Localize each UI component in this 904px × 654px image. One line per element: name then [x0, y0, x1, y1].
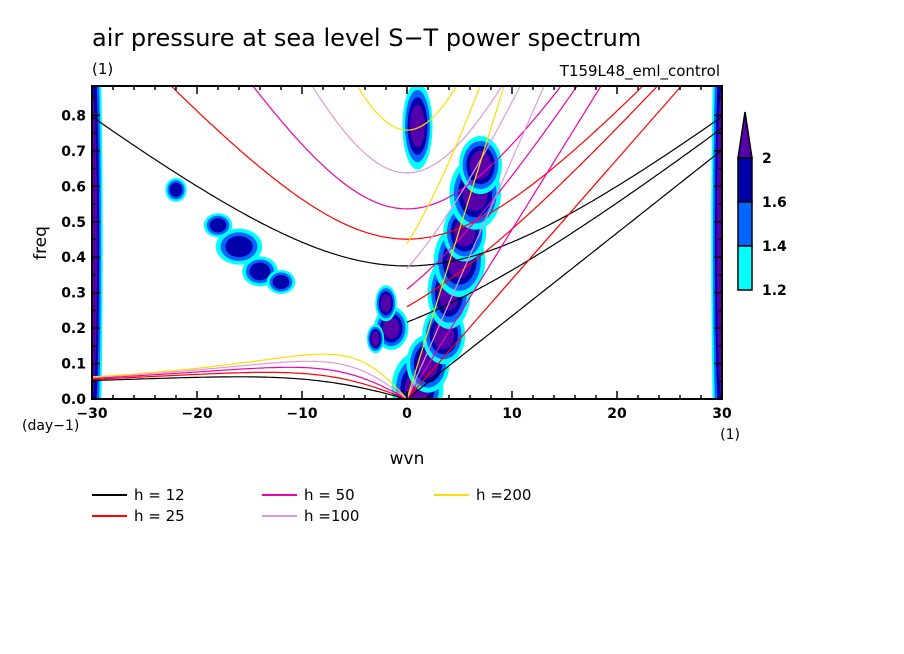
y-axis-label: freq	[31, 226, 51, 260]
contour-region	[380, 294, 392, 313]
x-tick-label: 20	[607, 406, 627, 422]
chart-subtitle-run: T159L48_eml_control	[559, 62, 720, 81]
legend-label: h =200	[476, 486, 531, 504]
curve-kel-h200	[406, 86, 505, 399]
contour-region	[249, 262, 271, 281]
contour-region	[410, 104, 425, 148]
colorbar-label: 1.2	[762, 283, 787, 299]
colorbar-box	[737, 201, 753, 247]
curve-mrg-h25	[406, 86, 659, 308]
y-axis: 0.0 0.1 0.2 0.3 0.4 0.5 0.6 0.7 0.8	[61, 96, 722, 408]
contour-region	[382, 317, 400, 339]
x-tick-label: 10	[502, 406, 522, 422]
contour-region	[470, 150, 491, 180]
colorbar: 1.2 1.4 1.6 2	[737, 111, 787, 299]
x-tick-label: 30	[712, 406, 732, 422]
y-tick-label: 0.1	[61, 357, 86, 373]
curve-kel-h50	[406, 86, 602, 399]
curve-mrg-h50	[406, 86, 578, 290]
curve-er-h12	[92, 376, 408, 399]
contour-region	[272, 274, 290, 290]
curve-ig-h12	[92, 116, 722, 267]
y-tick-label: 0.8	[61, 108, 86, 124]
x-unit-label: (1)	[720, 427, 740, 443]
colorbar-box	[737, 245, 753, 291]
x-axis: −30 −20 −10 0 10 20 30	[76, 86, 732, 422]
y-tick-label: 0.4	[61, 250, 86, 266]
legend-label: h = 12	[134, 486, 185, 504]
curve-ig-h50	[252, 86, 562, 210]
x-tick-label: −30	[76, 406, 107, 422]
curve-er-h100	[92, 360, 408, 399]
y-unit-label: (day−1)	[22, 418, 79, 434]
colorbar-label: 1.6	[762, 195, 787, 211]
filled-contours	[92, 86, 722, 399]
y-tick-label: 0.7	[61, 144, 86, 160]
curve-er-h200	[92, 353, 408, 399]
y-tick-label: 0.0	[61, 392, 86, 408]
legend-label: h = 50	[304, 486, 355, 504]
curve-kel-h25	[406, 86, 683, 399]
contour-region	[92, 87, 98, 399]
y-tick-label: 0.3	[61, 286, 86, 302]
curve-ig-h200	[356, 86, 458, 131]
colorbar-label: 2	[762, 151, 772, 167]
curve-mrg-h200	[406, 86, 481, 245]
curve-ig-h100	[311, 86, 503, 174]
contour-region	[371, 331, 380, 346]
curve-kel-h100	[406, 86, 545, 399]
curve-mrg-h100	[406, 86, 521, 269]
x-tick-label: 0	[402, 406, 412, 422]
x-tick-label: −10	[286, 406, 317, 422]
contour-region	[225, 235, 253, 258]
contour-region	[209, 218, 227, 233]
dispersion-curves	[92, 86, 722, 399]
curve-er-h50	[92, 366, 408, 399]
colorbar-box	[737, 157, 753, 203]
colorbar-label: 1.4	[762, 239, 787, 255]
y-tick-label: 0.2	[61, 321, 86, 337]
chart-subtitle-units: (1)	[92, 60, 113, 78]
curve-er-h25	[92, 371, 408, 399]
x-axis-label: wvn	[390, 449, 425, 469]
curve-ig-h25	[170, 86, 644, 240]
contour-region	[716, 87, 722, 399]
chart-title: air pressure at sea level S−T power spec…	[92, 24, 641, 52]
y-tick-label: 0.5	[61, 215, 86, 231]
y-tick-label: 0.6	[61, 179, 86, 195]
legend-label: h = 25	[134, 507, 185, 525]
curve-mrg-h12	[406, 127, 722, 323]
legend-label: h =100	[304, 507, 359, 525]
contour-region	[169, 182, 183, 197]
legend: h = 12 h = 25 h = 50 h =100 h =200	[92, 486, 531, 525]
colorbar-extend-max	[737, 111, 753, 159]
x-tick-label: −20	[181, 406, 212, 422]
curve-kel-h12	[406, 149, 722, 399]
